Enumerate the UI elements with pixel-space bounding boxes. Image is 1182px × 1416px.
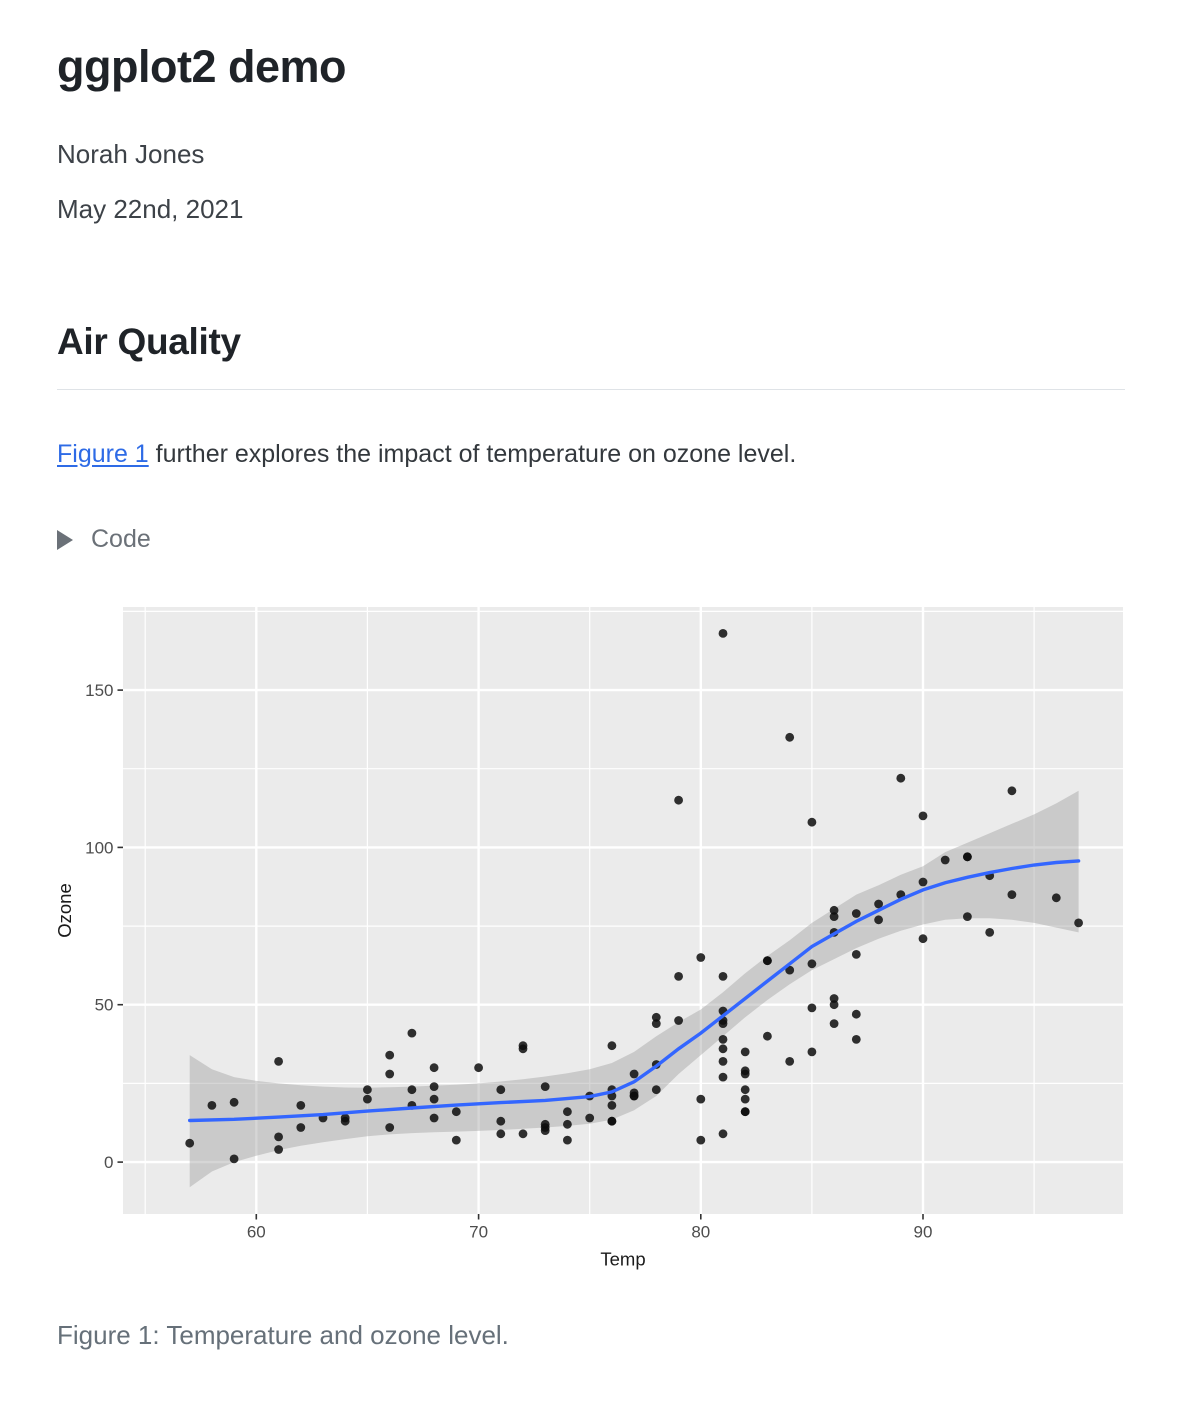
svg-text:50: 50 xyxy=(95,996,114,1015)
x-tick-labels: 60 70 80 90 xyxy=(247,1223,933,1242)
svg-text:150: 150 xyxy=(85,681,113,700)
intro-paragraph-text: further explores the impact of temperatu… xyxy=(148,439,797,468)
date: May 22nd, 2021 xyxy=(57,193,244,224)
svg-text:100: 100 xyxy=(85,839,113,858)
svg-text:70: 70 xyxy=(469,1223,488,1242)
figure-1: 60 70 80 90 0 50 100 150 Temp Ozone Figure 1: Tem… xyxy=(54,600,1125,1351)
y-tick-labels: 0 50 100 150 xyxy=(85,681,113,1172)
svg-text:90: 90 xyxy=(914,1223,933,1242)
scatter-points xyxy=(185,629,1083,1164)
disclosure-triangle-icon xyxy=(57,529,73,550)
chart-panel xyxy=(123,607,1123,1215)
section-heading-air-quality: Air Quality xyxy=(57,321,1125,390)
page-title: ggplot2 demo xyxy=(57,41,346,92)
intro-paragraph: Figure 1 further explores the impact of … xyxy=(57,438,1125,472)
minor-gridlines xyxy=(123,607,1123,1215)
figure-caption: Figure 1: Temperature and ozone level. xyxy=(57,1320,509,1351)
code-fold-toggle[interactable]: Code xyxy=(57,525,151,554)
svg-text:60: 60 xyxy=(247,1223,266,1242)
author: Norah Jones xyxy=(57,138,205,169)
code-fold-label: Code xyxy=(91,525,151,554)
svg-text:80: 80 xyxy=(691,1223,710,1242)
y-axis-title: Ozone xyxy=(57,883,75,938)
loess-line xyxy=(188,859,1081,1123)
figure-1-link[interactable]: Figure 1 xyxy=(57,439,149,468)
svg-text:0: 0 xyxy=(104,1153,113,1172)
x-axis-title: Temp xyxy=(600,1249,645,1270)
axis-tick-marks xyxy=(117,689,924,1220)
ozone-temp-chart: 60 70 80 90 0 50 100 150 Temp Ozone xyxy=(54,600,1125,1277)
ozone-temp-chart-svg: 60 70 80 90 0 50 100 150 Temp Ozone xyxy=(54,607,1123,1270)
major-gridlines xyxy=(123,607,1123,1215)
